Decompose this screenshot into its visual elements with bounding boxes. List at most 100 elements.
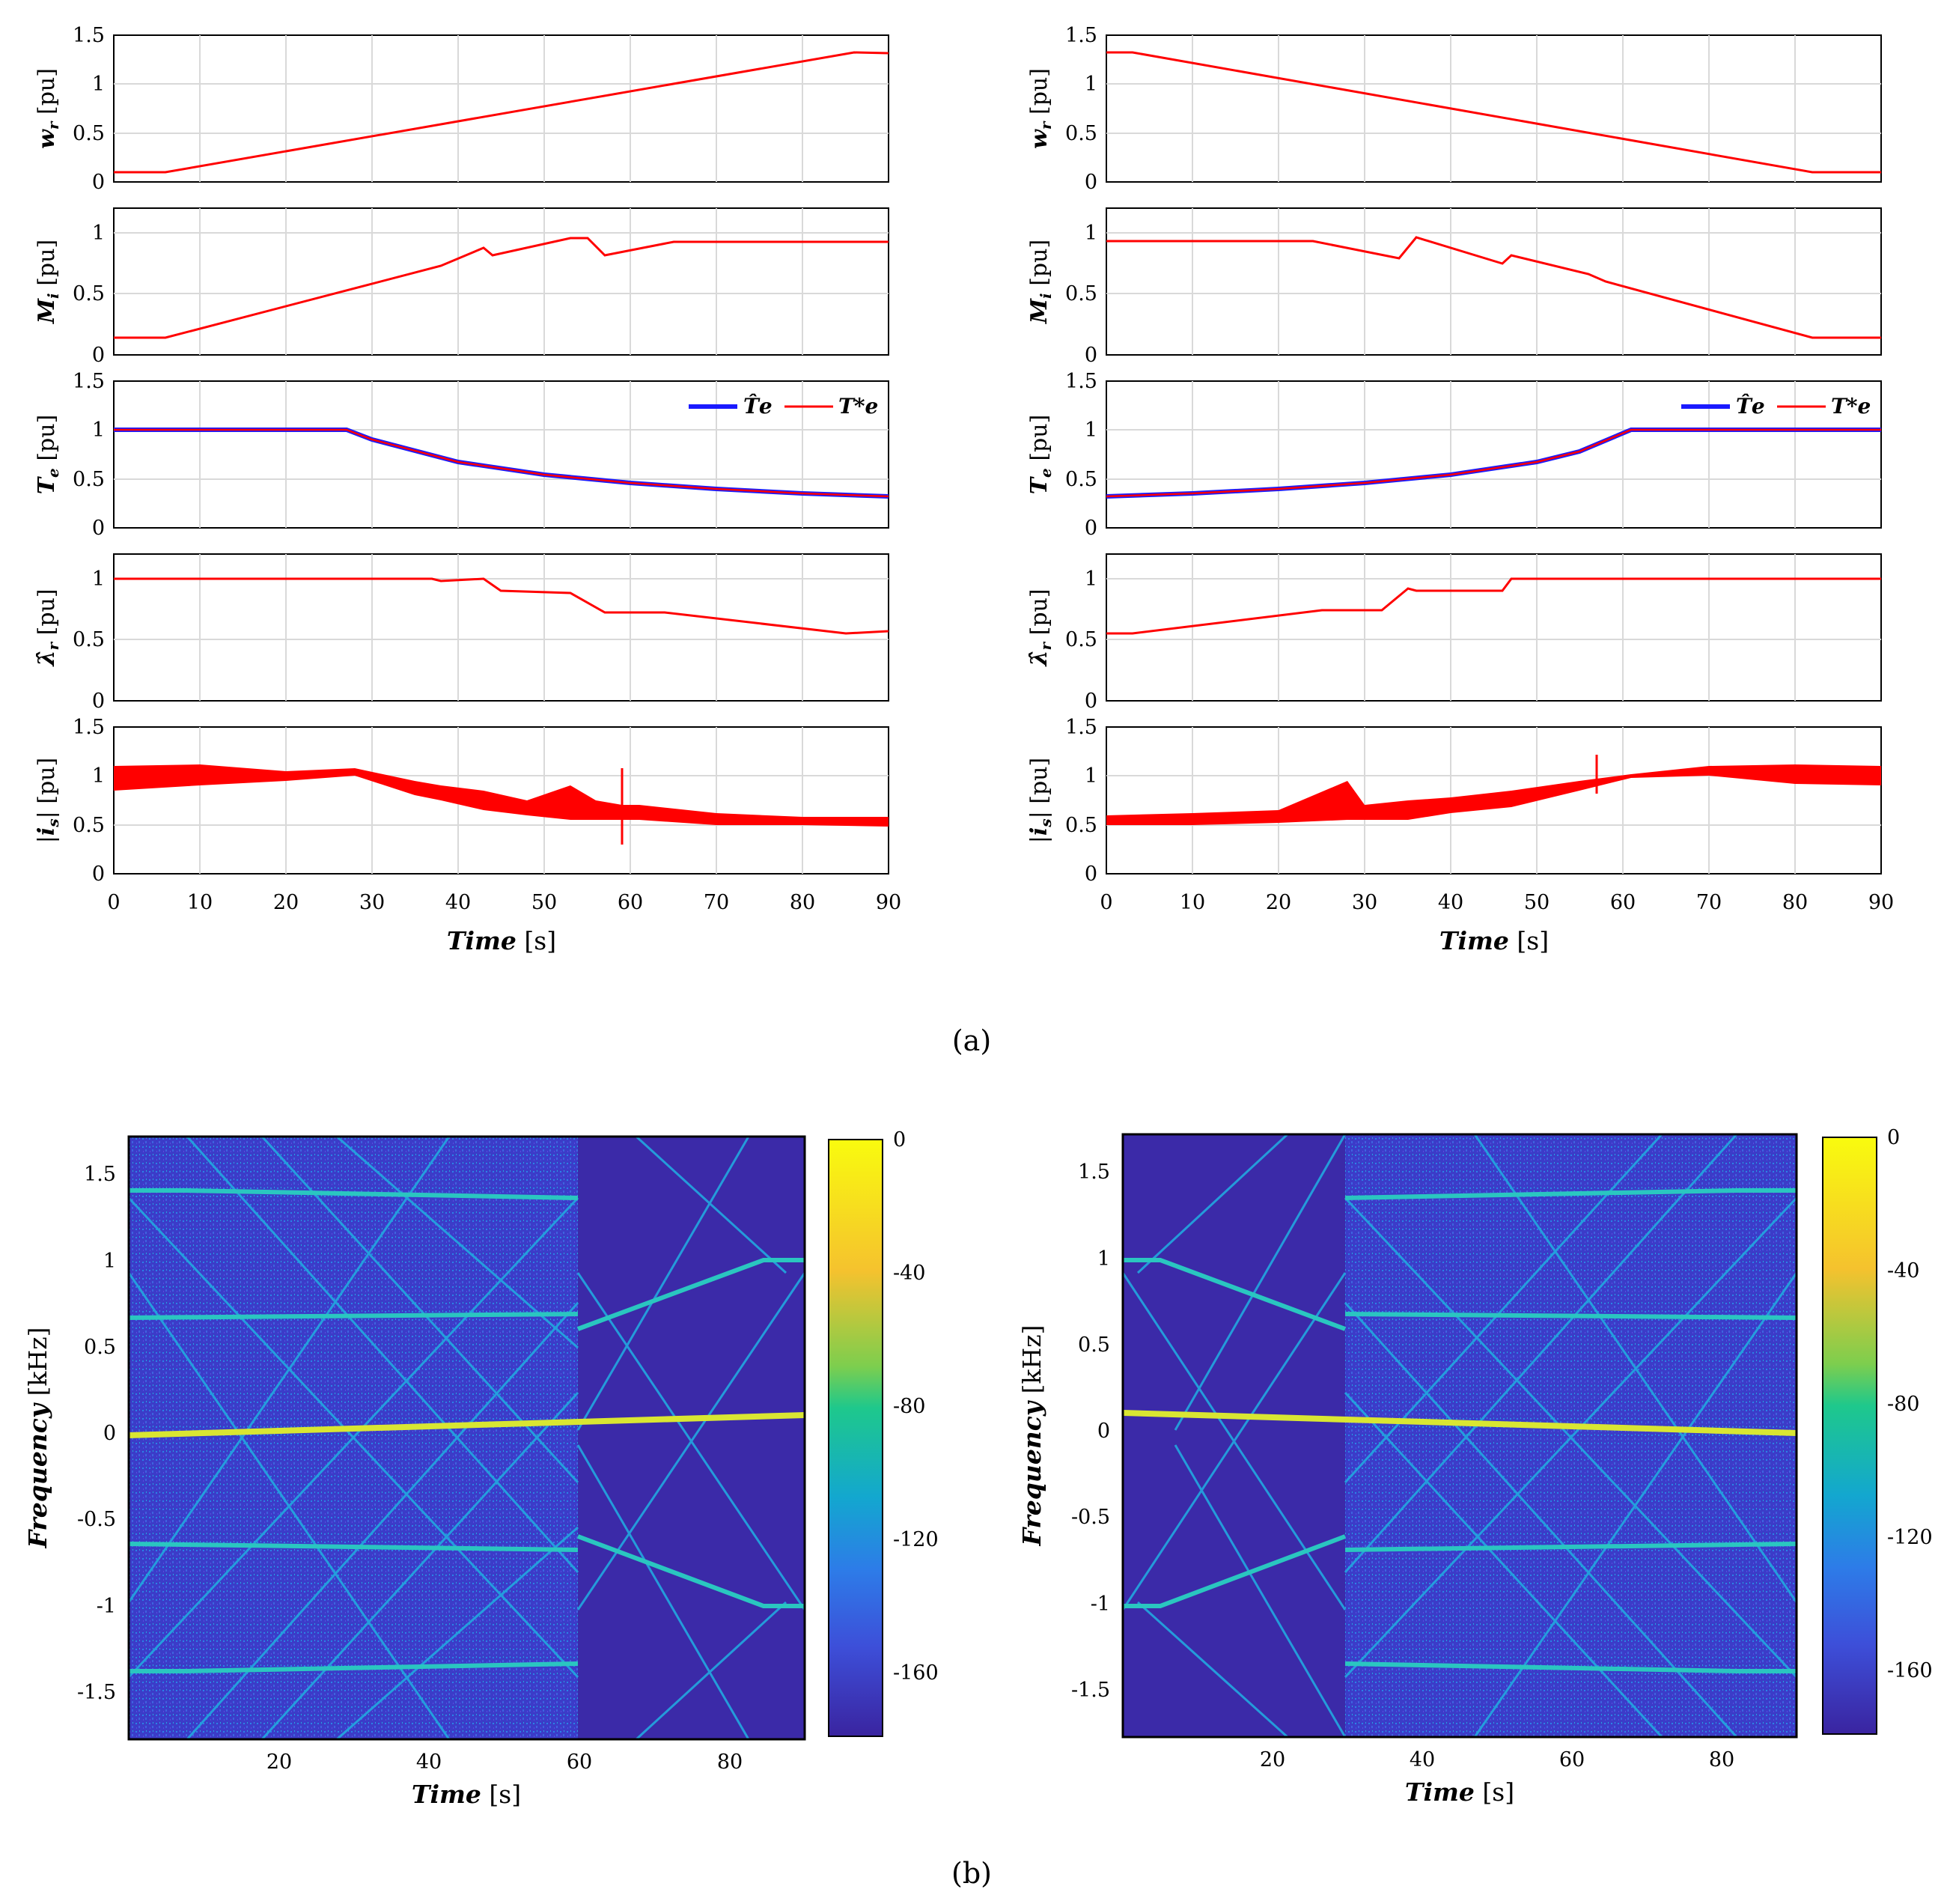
series-line: [1106, 51, 1881, 174]
svg-text:0.5: 0.5: [84, 1336, 116, 1359]
y-axis-label: Te [pu]: [1026, 415, 1055, 495]
svg-text:1: 1: [1085, 764, 1097, 788]
svg-text:90: 90: [1868, 891, 1894, 914]
y-axis-label: Te [pu]: [34, 415, 62, 495]
svg-text:0.5: 0.5: [73, 468, 105, 491]
plot-lambda-right: 10.50 λ̂r [pu]: [1026, 553, 1882, 713]
x-tick-labels: 20 40 60 80: [1260, 1748, 1734, 1771]
major-harmonics: [128, 1188, 805, 1673]
x-axis-label: Time [s]: [412, 1780, 521, 1809]
svg-text:1.5: 1.5: [73, 716, 105, 739]
svg-text:1.5: 1.5: [1065, 370, 1097, 393]
spectrogram-right: 1.5 1 0.5 0 -0.5 -1 -1.5 20 40 60 80 Time [s] Fre…: [1017, 1133, 1798, 1807]
svg-text:-120: -120: [1887, 1526, 1933, 1549]
svg-text:0.5: 0.5: [1065, 814, 1097, 837]
x-tick-labels: 0 10 20 30 40 50 60 70 80 90: [1100, 891, 1894, 914]
svg-text:1: 1: [92, 73, 105, 96]
svg-text:1.5: 1.5: [84, 1163, 116, 1186]
plot-mi-left: 10.50 Mi [pu]: [34, 207, 889, 367]
grid: [114, 208, 889, 355]
y-tick-labels: 1.5 1 0.5 0: [73, 370, 105, 540]
axes-frame: [1106, 34, 1882, 183]
series-envelope: [114, 764, 889, 827]
axes-frame: [113, 34, 889, 183]
svg-text:80: 80: [717, 1751, 743, 1774]
svg-text:1: 1: [92, 419, 105, 442]
plot-wr-left: 1.5 1 0.5 0 wr [pu]: [34, 24, 889, 194]
svg-text:-40: -40: [893, 1262, 925, 1285]
y-axis-label: Mi [pu]: [1026, 240, 1055, 324]
svg-text:10: 10: [187, 891, 213, 914]
svg-text:0.5: 0.5: [1065, 282, 1097, 305]
svg-text:0.5: 0.5: [73, 282, 105, 305]
svg-text:1: 1: [92, 568, 105, 591]
svg-text:1.5: 1.5: [1065, 24, 1097, 47]
svg-text:80: 80: [1782, 891, 1808, 914]
grid: [1106, 208, 1881, 355]
plot-wr-right: 1.5 1 0.5 0 wr [pu]: [1026, 24, 1882, 194]
legend: T̂e T*e: [689, 394, 878, 419]
series-line: [1106, 236, 1881, 339]
subfigure-label-a: (a): [952, 1024, 991, 1057]
svg-text:40: 40: [1438, 891, 1463, 914]
svg-text:70: 70: [1696, 891, 1722, 914]
y-tick-labels: 10.50: [73, 568, 105, 713]
svg-text:-1: -1: [1091, 1593, 1110, 1616]
spectrogram-left: 1.5 1 0.5 0 -0.5 -1 -1.5 20 40 60 80 Time [s] Fre…: [23, 1135, 806, 1809]
series-line: [114, 577, 889, 635]
svg-text:20: 20: [273, 891, 299, 914]
svg-text:20: 20: [266, 1751, 292, 1774]
svg-text:1.5: 1.5: [1078, 1161, 1110, 1184]
y-axis-label: |is| [pu]: [34, 758, 62, 843]
y-tick-labels: 1.5 1 0.5 0 -0.5 -1 -1.5: [1071, 1161, 1110, 1702]
svg-text:-80: -80: [1887, 1393, 1919, 1416]
series-envelope: [1106, 764, 1881, 825]
svg-text:1: 1: [1085, 419, 1097, 442]
plot-te-right: T̂e T*e 1.5 1 0.5 0 Te [pu]: [1026, 370, 1882, 540]
series-line: [114, 51, 889, 174]
plot-lambda-left: 10.50 λ̂r [pu]: [34, 553, 889, 713]
svg-text:50: 50: [531, 891, 557, 914]
svg-text:30: 30: [1352, 891, 1377, 914]
y-tick-labels: 10.50: [1065, 222, 1097, 367]
plot-mi-right: 10.50 Mi [pu]: [1026, 207, 1882, 367]
svg-text:0.5: 0.5: [1065, 628, 1097, 651]
y-axis-label: wr [pu]: [34, 68, 62, 149]
svg-text:0: 0: [92, 344, 105, 367]
spectrum-clean-region: [1123, 1134, 1345, 1737]
legend-te-hat: T̂e: [743, 394, 773, 419]
svg-text:0: 0: [893, 1128, 906, 1152]
svg-text:40: 40: [416, 1751, 442, 1774]
svg-text:0: 0: [92, 690, 105, 713]
svg-text:70: 70: [704, 891, 729, 914]
svg-text:-0.5: -0.5: [77, 1508, 116, 1531]
series-line: [1106, 577, 1881, 635]
svg-text:0: 0: [1085, 517, 1097, 540]
x-axis-label: Time [s]: [1439, 926, 1549, 955]
x-axis-label: Time [s]: [1405, 1777, 1514, 1807]
legend: T̂e T*e: [1681, 394, 1871, 419]
axes-frame: [113, 380, 889, 529]
panel-a-right: 1.510.50 wr [pu] 10.50 Mi [pu]: [1026, 24, 1894, 955]
svg-text:0: 0: [92, 517, 105, 540]
svg-text:-0.5: -0.5: [1071, 1506, 1110, 1529]
svg-text:50: 50: [1524, 891, 1550, 914]
svg-text:0: 0: [1887, 1126, 1900, 1149]
axes-frame: [113, 553, 889, 702]
subfigure-label-b: (b): [951, 1857, 992, 1890]
svg-text:1.5: 1.5: [73, 370, 105, 393]
svg-text:60: 60: [1610, 891, 1636, 914]
svg-text:-40: -40: [1887, 1259, 1919, 1283]
svg-text:0: 0: [1085, 863, 1097, 886]
series-line: [114, 237, 889, 339]
svg-text:-1.5: -1.5: [77, 1681, 116, 1704]
svg-text:0.5: 0.5: [73, 122, 105, 145]
svg-text:1: 1: [92, 764, 105, 788]
series-te-ref: [1106, 428, 1881, 498]
y-axis-label: wr [pu]: [1026, 68, 1055, 149]
y-tick-labels: 1.5 1 0.5 0: [1065, 370, 1097, 540]
colorbar-right: 0 -40 -80 -120 -160: [1822, 1126, 1933, 1735]
svg-text:0: 0: [92, 171, 105, 194]
spectrum-clean-region: [578, 1137, 805, 1739]
